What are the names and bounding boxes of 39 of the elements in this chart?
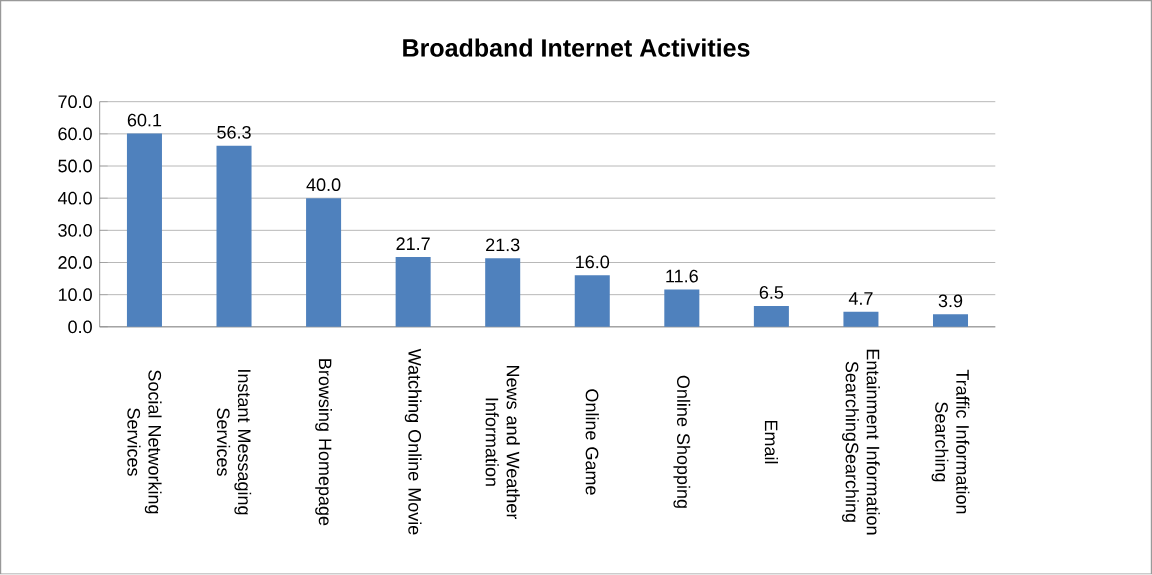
x-tick-label: News and Weather Information	[485, 366, 520, 520]
data-label: 4.7	[848, 292, 873, 305]
y-tick-label: 10.0	[58, 288, 92, 302]
bar	[485, 258, 521, 328]
x-tick-label: Online Shopping	[673, 375, 691, 509]
y-tick-label: 40.0	[57, 191, 92, 205]
bar	[306, 198, 342, 328]
chart-title: Broadband Internet Activities	[403, 38, 750, 58]
bar	[932, 314, 969, 328]
bar	[395, 257, 431, 328]
y-tick-label: 50.0	[58, 159, 92, 173]
data-label: 40.0	[306, 178, 341, 192]
bar	[126, 133, 162, 328]
data-label: 60.1	[127, 113, 162, 127]
bar	[216, 145, 252, 328]
data-label: 6.5	[759, 286, 784, 300]
data-label: 11.6	[666, 269, 698, 283]
x-tick-label: Entainment Information SearchingSearching	[842, 350, 880, 535]
bar	[574, 275, 610, 328]
y-tick-label: 60.0	[58, 127, 92, 141]
y-tick-label: 0.0	[68, 320, 92, 334]
x-tick-label: Watching Online Movie	[404, 349, 422, 535]
bar	[664, 289, 700, 328]
data-label: 16.0	[576, 255, 610, 269]
bar	[843, 311, 879, 328]
data-label: 56.3	[217, 126, 251, 139]
y-tick-label: 30.0	[58, 224, 92, 237]
data-label: 3.9	[938, 294, 963, 308]
data-label: 21.3	[486, 238, 520, 252]
x-tick-label: Online Game	[585, 389, 599, 495]
bar	[753, 306, 789, 328]
data-label: 21.7	[396, 237, 430, 251]
x-tick-label: Instant Messaging Services	[216, 370, 252, 515]
x-tick-label: Browsing Homepage	[315, 359, 332, 526]
y-tick-label: 20.0	[58, 256, 92, 270]
x-tick-label: Email	[764, 421, 778, 464]
x-tick-label: Traffic Information Searching	[931, 370, 970, 514]
x-tick-label: Social Networking Services	[127, 370, 162, 514]
y-tick-label: 70.0	[58, 95, 92, 109]
